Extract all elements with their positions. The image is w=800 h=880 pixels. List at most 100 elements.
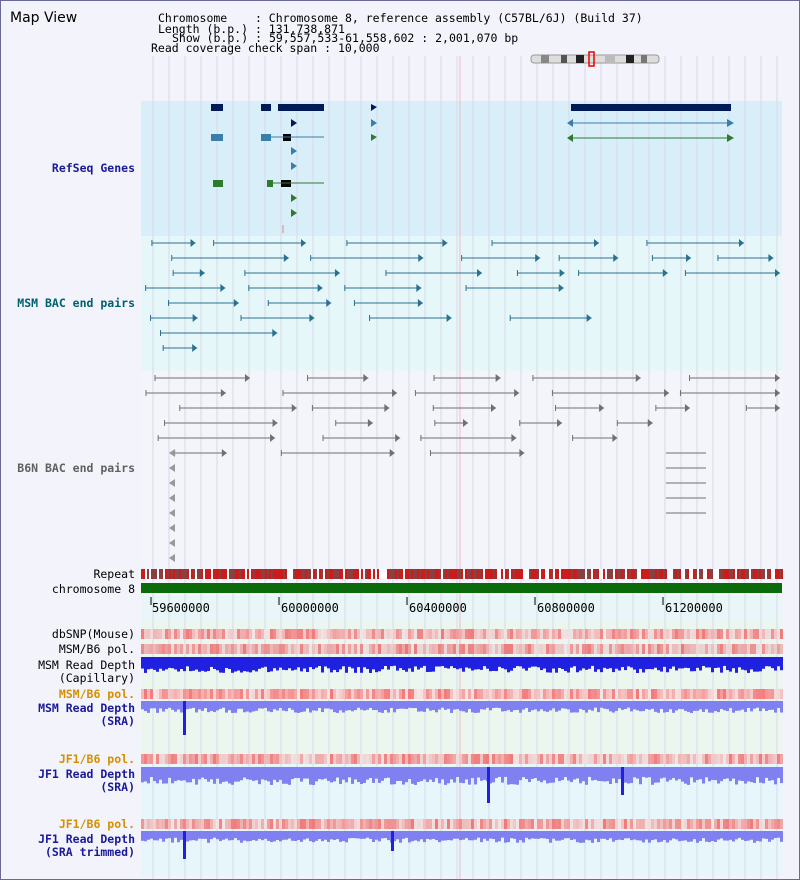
- bac-pair-arrow: [495, 374, 501, 382]
- bac-pair-arrow: [317, 284, 323, 292]
- polymorphism-strip: [573, 644, 576, 654]
- bac-pair-arrow: [442, 239, 448, 247]
- read-depth-bar: [228, 701, 231, 711]
- bac-pair-arrow: [586, 314, 592, 322]
- page-title: Map View: [10, 10, 78, 26]
- read-depth-bar: [456, 831, 459, 839]
- repeat-segment: [477, 569, 479, 579]
- refseq-track-bg: [141, 101, 782, 236]
- polymorphism-strip: [489, 689, 492, 699]
- read-depth-bar: [273, 701, 276, 710]
- polymorphism-strip: [606, 629, 609, 639]
- read-depth-bar: [168, 701, 171, 708]
- polymorphism-strip: [453, 819, 456, 829]
- read-depth-bar: [555, 767, 558, 778]
- polymorphism-strip: [147, 644, 150, 654]
- polymorphism-strip: [633, 644, 636, 654]
- polymorphism-strip: [588, 819, 591, 829]
- read-depth-bar: [591, 701, 594, 711]
- length-info: Length (b.p.) : 131,738,871: [158, 22, 345, 36]
- polymorphism-strip: [177, 689, 180, 699]
- read-depth-bar: [663, 767, 666, 778]
- polymorphism-strip: [162, 819, 165, 829]
- polymorphism-strip: [699, 644, 702, 654]
- read-depth-bar: [717, 831, 720, 840]
- read-depth-bar: [237, 701, 240, 709]
- read-depth-bar: [240, 831, 243, 843]
- repeat-segment: [687, 569, 689, 579]
- polymorphism-strip: [690, 754, 693, 764]
- polymorphism-strip: [711, 754, 714, 764]
- read-depth-bar: [258, 701, 261, 709]
- read-depth-bar: [654, 701, 657, 712]
- polymorphism-strip: [663, 689, 666, 699]
- polymorphism-strip: [582, 819, 585, 829]
- read-depth-bar: [774, 831, 777, 839]
- polymorphism-strip: [372, 819, 375, 829]
- bac-pair-arrow: [647, 419, 653, 427]
- read-depth-bar: [237, 767, 240, 782]
- polymorphism-strip: [780, 754, 783, 764]
- track-label-refseq[interactable]: RefSeq Genes: [51, 161, 135, 175]
- polymorphism-strip: [525, 819, 528, 829]
- polymorphism-strip: [279, 644, 282, 654]
- polymorphism-strip: [498, 644, 501, 654]
- polymorphism-strip: [420, 644, 423, 654]
- read-depth-bar: [693, 831, 696, 840]
- repeat-segment: [209, 569, 211, 579]
- read-depth-bar: [696, 701, 699, 711]
- read-depth-bar: [363, 657, 366, 668]
- polymorphism-strip: [273, 689, 276, 699]
- polymorphism-strip: [585, 629, 588, 639]
- polymorphism-strip: [666, 629, 669, 639]
- track-label-msm-bac[interactable]: MSM BAC end pairs: [17, 296, 135, 310]
- polymorphism-strip: [537, 629, 540, 639]
- bac-pair-arrow: [169, 524, 175, 532]
- chromosome-info: Chromosome : Chromosome 8, reference ass…: [158, 11, 643, 25]
- polymorphism-strip: [282, 644, 285, 654]
- polymorphism-strip: [759, 819, 762, 829]
- polymorphism-strip: [492, 754, 495, 764]
- bac-pair-arrow: [169, 554, 175, 562]
- polymorphism-strip: [336, 819, 339, 829]
- repeat-segment: [683, 569, 685, 579]
- polymorphism-strip: [216, 629, 219, 639]
- polymorphism-strip: [183, 819, 186, 829]
- polymorphism-strip: [645, 629, 648, 639]
- polymorphism-strip: [462, 819, 465, 829]
- repeat-segment: [625, 569, 627, 579]
- read-depth-bar: [216, 701, 219, 711]
- repeat-segment: [297, 569, 299, 579]
- read-depth-bar: [570, 767, 573, 783]
- polymorphism-strip: [336, 689, 339, 699]
- read-depth-bar: [441, 657, 444, 667]
- polymorphism-strip: [246, 754, 249, 764]
- read-depth-bar: [432, 831, 435, 839]
- read-depth-bar: [279, 701, 282, 708]
- read-depth-bar: [276, 657, 279, 671]
- track-label-b6n-bac[interactable]: B6N BAC end pairs: [17, 461, 135, 475]
- read-depth-bar: [351, 831, 354, 839]
- read-depth-bar: [543, 767, 546, 781]
- read-depth-bar: [771, 657, 774, 669]
- repeat-segment: [707, 569, 709, 579]
- polymorphism-strip: [324, 689, 327, 699]
- polymorphism-strip: [285, 689, 288, 699]
- polymorphism-strip: [582, 754, 585, 764]
- polymorphism-strip: [291, 644, 294, 654]
- read-depth-bar: [555, 701, 558, 712]
- repeat-segment: [557, 569, 559, 579]
- track-label-repeat: Repeat: [93, 567, 135, 581]
- polymorphism-strip: [660, 644, 663, 654]
- polymorphism-strip: [456, 629, 459, 639]
- read-depth-bar: [336, 657, 339, 673]
- read-depth-bar: [741, 657, 744, 670]
- repeat-segment: [429, 569, 431, 579]
- polymorphism-strip: [429, 819, 432, 829]
- repeat-segment: [705, 569, 707, 579]
- polymorphism-strip: [468, 819, 471, 829]
- repeat-segment: [509, 569, 511, 579]
- read-depth-bar: [588, 767, 591, 777]
- polymorphism-strip: [216, 689, 219, 699]
